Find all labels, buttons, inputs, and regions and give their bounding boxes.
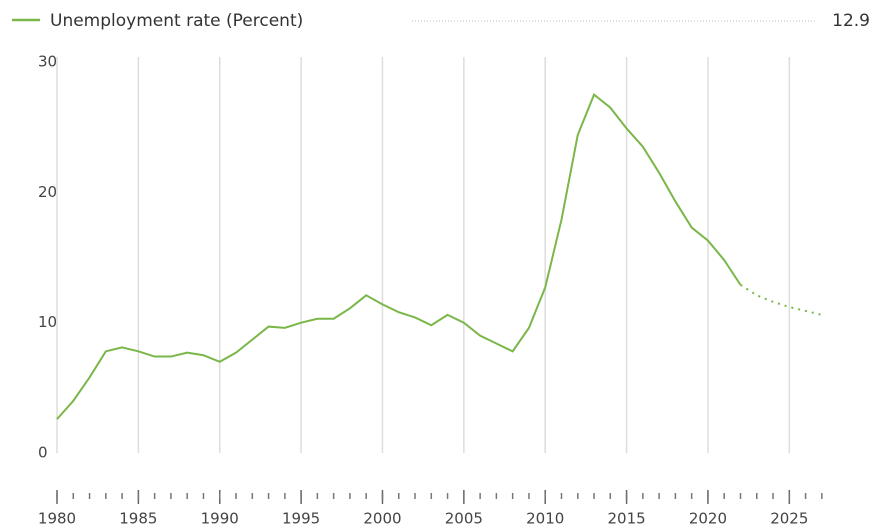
x-tick-label: 1990	[201, 510, 239, 527]
legend-value: 12.9	[832, 11, 870, 31]
legend-label: Unemployment rate (Percent)	[50, 11, 303, 31]
x-tick-label: 2000	[363, 510, 401, 527]
x-tick-label: 1985	[119, 510, 157, 527]
x-tick-label: 2010	[526, 510, 564, 527]
y-tick-label: 0	[38, 444, 48, 462]
x-tick-label: 1980	[38, 510, 76, 527]
x-tick-label: 2020	[689, 510, 727, 527]
x-tick-label: 2005	[445, 510, 483, 527]
y-tick-label: 30	[38, 53, 57, 71]
x-tick-label: 1995	[282, 510, 320, 527]
x-tick-label: 2015	[607, 510, 645, 527]
y-tick-label: 20	[38, 183, 57, 201]
data-line	[56, 92, 742, 420]
y-tick-label: 10	[38, 313, 57, 331]
forecast-line	[739, 284, 823, 316]
x-tick-label: 2025	[770, 510, 808, 527]
